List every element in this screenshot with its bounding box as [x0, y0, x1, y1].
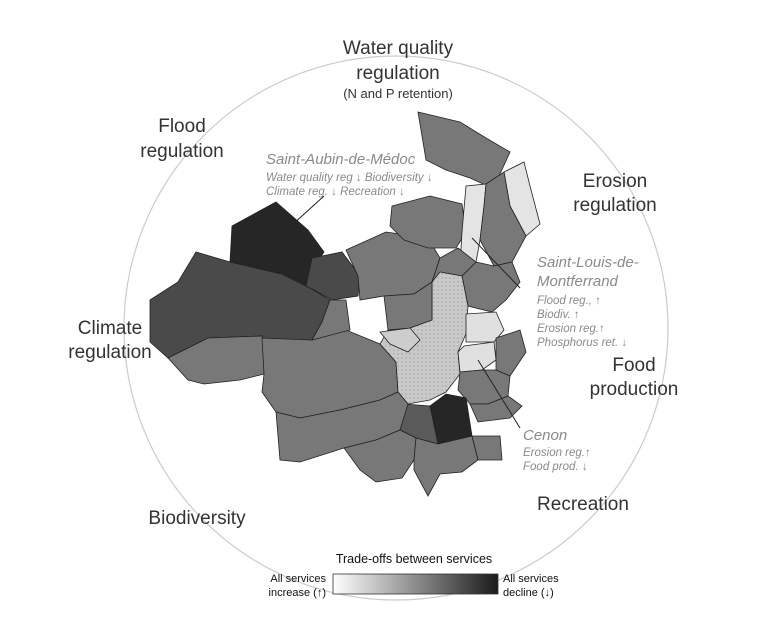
- legend-left-1: All services: [270, 573, 326, 585]
- commune-cenon: [457, 341, 497, 373]
- annotation-saint-aubin: Saint-Aubin-de-Médoc Water quality reg ↓…: [266, 151, 433, 237]
- service-labels: Water quality regulation (N and P retent…: [68, 38, 678, 529]
- legend-right-1: All services: [503, 573, 559, 585]
- annotation-saint-louis: Saint-Louis-de- Montferrand Flood reg., …: [471, 237, 639, 349]
- food-production-label-2: production: [590, 379, 679, 400]
- water-quality-label-2: regulation: [356, 63, 439, 84]
- commune-map: [149, 111, 541, 497]
- annotation-cenon: Cenon Erosion reg.↑ Food prod. ↓: [477, 359, 591, 473]
- saint-louis-name-2: Montferrand: [537, 273, 619, 290]
- cenon-name: Cenon: [523, 427, 567, 444]
- legend-left-2: increase (↑): [269, 587, 326, 599]
- cenon-line-2: Food prod. ↓: [523, 461, 588, 473]
- flood-regulation-label-1: Flood: [158, 116, 206, 137]
- saint-louis-line-4: Phosphorus ret. ↓: [537, 337, 627, 349]
- commune-south-west-2: [275, 391, 409, 463]
- flood-regulation-label-2: regulation: [140, 141, 223, 162]
- commune-east-4: [495, 329, 527, 377]
- saint-louis-line-1: Flood reg., ↑: [537, 295, 601, 307]
- saint-aubin-leader: [279, 195, 325, 237]
- saint-louis-name-1: Saint-Louis-de-: [537, 254, 639, 271]
- food-production-label-1: Food: [612, 355, 655, 376]
- saint-louis-leader: [471, 237, 521, 289]
- services-circle: [123, 55, 669, 601]
- saint-aubin-line-1: Water quality reg ↓ Biodiversity ↓: [266, 172, 433, 184]
- water-quality-label-1: Water quality: [343, 38, 454, 59]
- erosion-regulation-label-2: regulation: [573, 195, 656, 216]
- cenon-line-1: Erosion reg.↑: [523, 447, 591, 459]
- biodiversity-label: Biodiversity: [148, 508, 246, 529]
- cenon-leader: [477, 359, 521, 429]
- commune-south-east-2: [469, 395, 523, 423]
- saint-aubin-name: Saint-Aubin-de-Médoc: [266, 151, 416, 168]
- saint-louis-line-3: Erosion reg.↑: [537, 323, 605, 335]
- commune-top-center: [389, 195, 467, 249]
- recreation-label: Recreation: [537, 494, 629, 515]
- commune-east-2: [461, 261, 521, 313]
- commune-mid-small: [383, 281, 433, 331]
- water-quality-label-3: (N and P retention): [343, 86, 453, 101]
- saint-louis-line-2: Biodiv. ↑: [537, 309, 580, 321]
- commune-north-center-dark: [305, 251, 361, 301]
- legend-title: Trade-offs between services: [336, 552, 492, 566]
- commune-east-light-1: [465, 311, 505, 343]
- legend: Trade-offs between services All services…: [269, 552, 560, 599]
- legend-right-2: decline (↓): [503, 587, 554, 599]
- saint-aubin-line-2: Climate reg. ↓ Recreation ↓: [266, 186, 405, 198]
- climate-regulation-label-1: Climate: [78, 318, 142, 339]
- legend-gradient-bar: [332, 573, 499, 595]
- climate-regulation-label-2: regulation: [68, 342, 151, 363]
- erosion-regulation-label-1: Erosion: [583, 171, 647, 192]
- commune-south-2: [413, 435, 479, 497]
- commune-south-3: [471, 435, 503, 461]
- commune-central-north: [311, 299, 351, 341]
